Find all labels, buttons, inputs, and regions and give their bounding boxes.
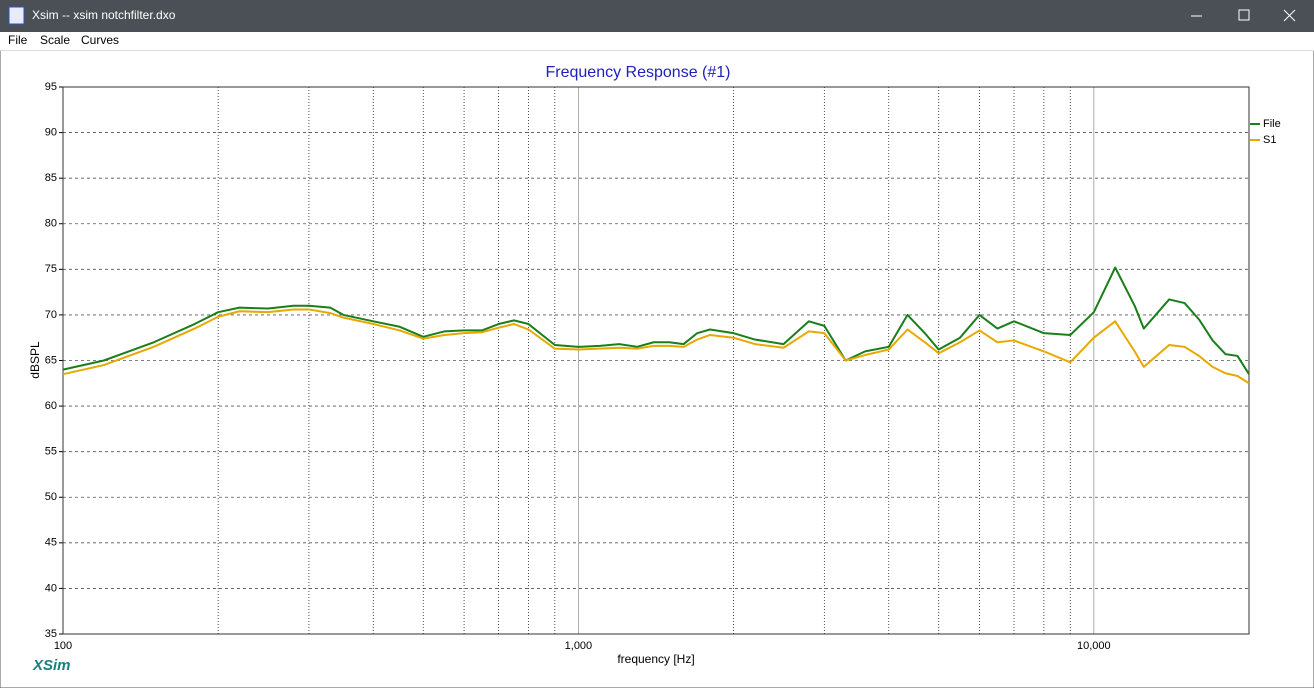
x-tick-label: 100 [54, 640, 72, 652]
plot-border [62, 86, 1250, 635]
y-tick-label: 45 [45, 537, 57, 549]
close-button[interactable] [1283, 9, 1296, 22]
plot-area [63, 87, 1249, 634]
x-tick-label: 10,000 [1077, 640, 1111, 652]
y-tick-label: 60 [45, 400, 57, 412]
series-line [62, 266, 1250, 375]
y-tick-label: 40 [45, 582, 57, 594]
y-tick-label: 80 [45, 218, 57, 230]
menu-item[interactable]: File [8, 33, 28, 47]
y-tick-label: 35 [45, 628, 57, 640]
x-axis-label: frequency [Hz] [617, 652, 694, 666]
y-tick-label: 95 [45, 81, 57, 93]
x-tick-label: 1,000 [565, 640, 593, 652]
app-icon [8, 6, 25, 25]
y-tick-label: 70 [45, 309, 57, 321]
title-bar [0, 0, 1314, 32]
series-line [62, 308, 1250, 385]
y-axis-label: dBSPL [28, 341, 42, 379]
chart-title: Frequency Response (#1) [546, 64, 731, 81]
legend-label: S1 [1263, 134, 1276, 146]
window-title: Xsim -- xsim notchfilter.dxo [32, 8, 176, 22]
menu-item[interactable]: Curves [81, 33, 119, 47]
y-tick-label: 85 [45, 172, 57, 184]
y-tick-label: 65 [45, 354, 57, 366]
maximize-button[interactable] [1238, 9, 1250, 21]
y-tick-label: 90 [45, 126, 57, 138]
menu-bar [0, 32, 1314, 50]
y-tick-label: 50 [45, 491, 57, 503]
brand: XSim [32, 657, 71, 674]
y-tick-label: 75 [45, 263, 57, 275]
y-tick-label: 55 [45, 446, 57, 458]
menu-item[interactable]: Scale [40, 33, 70, 47]
legend-label: File [1263, 118, 1281, 130]
